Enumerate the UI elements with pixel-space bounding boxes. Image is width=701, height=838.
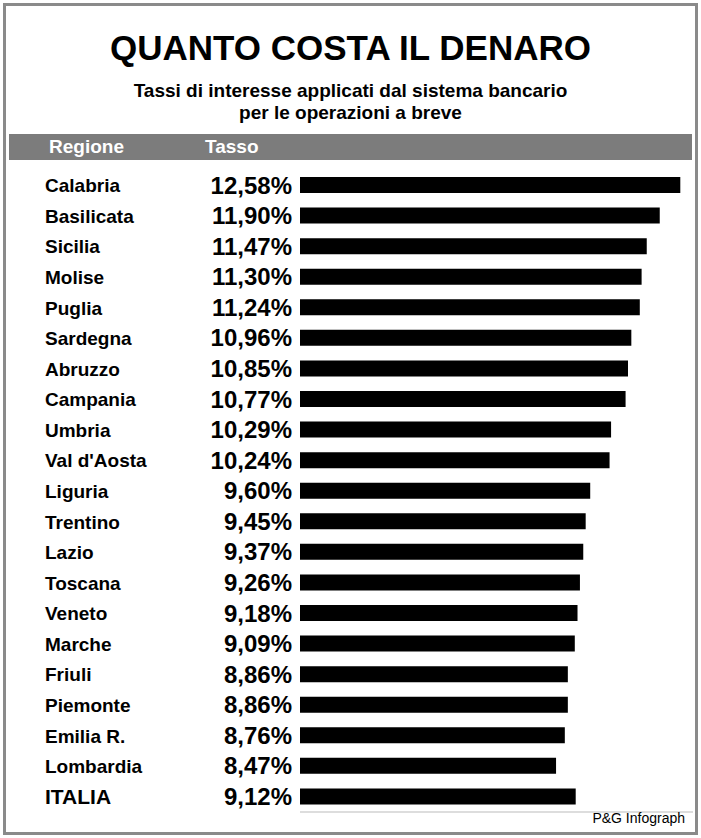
svg-text:Lazio: Lazio	[45, 542, 94, 563]
html-text:QUANTO COSTA IL DENARO: QUANTO COSTA IL DENARO	[110, 28, 591, 67]
svg-text:Veneto: Veneto	[45, 603, 107, 624]
svg-text:Toscana: Toscana	[45, 573, 121, 594]
svg-text:Lombardia: Lombardia	[45, 756, 143, 777]
html-text:Tassi di interesse applicati d: Tassi di interesse applicati dal sistema…	[133, 80, 568, 123]
svg-text:12,58%: 12,58%	[211, 172, 292, 199]
svg-text:Sardegna: Sardegna	[45, 328, 132, 349]
svg-text:Umbria: Umbria	[45, 420, 111, 441]
svg-text:8,47%: 8,47%	[224, 752, 292, 779]
html-text:P&G Infograph: P&G Infograph	[592, 810, 685, 826]
svg-text:9,45%: 9,45%	[224, 508, 292, 535]
svg-text:Sicilia: Sicilia	[45, 236, 100, 257]
svg-text:11,47%: 11,47%	[212, 233, 292, 260]
svg-text:11,90%: 11,90%	[212, 202, 292, 229]
svg-text:Liguria: Liguria	[45, 481, 109, 502]
svg-text:9,26%: 9,26%	[224, 569, 292, 596]
svg-text:11,30%: 11,30%	[212, 263, 292, 290]
svg-text:11,24%: 11,24%	[212, 294, 292, 321]
svg-text:9,18%: 9,18%	[224, 600, 292, 627]
svg-text:8,76%: 8,76%	[224, 722, 292, 749]
svg-text:Piemonte: Piemonte	[45, 695, 131, 716]
svg-text:Friuli: Friuli	[45, 664, 91, 685]
svg-text:ITALIA: ITALIA	[45, 785, 111, 808]
svg-text:8,86%: 8,86%	[224, 661, 292, 688]
svg-text:10,85%: 10,85%	[211, 355, 292, 382]
svg-text:8,86%: 8,86%	[224, 691, 292, 718]
svg-text:Puglia: Puglia	[45, 298, 102, 319]
html-text:Regione: Regione	[49, 136, 124, 157]
svg-text:9,12%: 9,12%	[224, 783, 292, 810]
svg-text:Basilicata: Basilicata	[45, 206, 134, 227]
svg-text:9,60%: 9,60%	[224, 477, 292, 504]
svg-text:10,24%: 10,24%	[211, 447, 292, 474]
svg-text:Marche: Marche	[45, 634, 112, 655]
svg-text:10,96%: 10,96%	[211, 324, 292, 351]
html-text:Tasso: Tasso	[205, 136, 259, 157]
svg-text:9,37%: 9,37%	[224, 538, 292, 565]
svg-text:Campania: Campania	[45, 389, 136, 410]
svg-text:Emilia R.: Emilia R.	[45, 726, 125, 747]
svg-text:Val d'Aosta: Val d'Aosta	[45, 450, 147, 471]
svg-text:10,29%: 10,29%	[211, 416, 292, 443]
svg-text:Abruzzo: Abruzzo	[45, 359, 120, 380]
svg-text:Molise: Molise	[45, 267, 104, 288]
svg-text:9,09%: 9,09%	[224, 630, 292, 657]
svg-text:Trentino: Trentino	[45, 512, 120, 533]
svg-text:10,77%: 10,77%	[211, 386, 292, 413]
svg-text:Calabria: Calabria	[45, 175, 120, 196]
